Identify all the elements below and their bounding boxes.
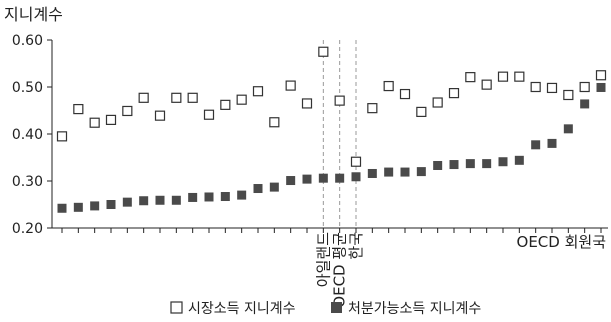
disposable-income-point <box>106 200 116 209</box>
disposable-income-point <box>580 99 590 109</box>
disposable-income-point <box>139 196 149 206</box>
disposable-income-point <box>482 159 492 169</box>
annotation-label: 아일랜드 <box>314 232 332 287</box>
market-income-point <box>514 71 525 82</box>
market-income-point <box>89 117 100 128</box>
market-income-point <box>350 156 362 167</box>
market-income-point <box>203 109 215 120</box>
disposable-income-point <box>220 192 230 202</box>
disposable-income-point <box>302 174 312 184</box>
reference-lines <box>322 40 357 228</box>
market-income-point <box>236 94 247 105</box>
disposable-income-point <box>433 160 443 170</box>
market-income-point <box>399 88 411 100</box>
market-income-point <box>481 79 492 90</box>
disposable-income-point <box>286 176 296 186</box>
market-income-point <box>301 98 313 109</box>
disposable-income-point <box>73 202 83 212</box>
market-income-point <box>73 103 84 115</box>
y-tick-label: 0.40 <box>12 127 43 143</box>
disposable-income-point <box>351 172 361 182</box>
market-income-point <box>138 92 149 103</box>
disposable-income-point <box>449 160 459 170</box>
disposable-income-point <box>416 167 426 177</box>
market-income-point <box>563 89 574 101</box>
x-ticks <box>61 228 602 233</box>
disposable-income-point <box>400 167 410 177</box>
x-axis-title: OECD 회원국 <box>517 233 607 251</box>
legend: 시장소득 지니계수 처분가능소득 지니계수 <box>170 301 481 317</box>
market-income-point <box>465 72 476 83</box>
disposable-income-point <box>563 124 573 134</box>
market-income-point <box>497 71 509 82</box>
disposable-income-point <box>237 190 247 200</box>
market-income-point <box>367 103 378 114</box>
market-income-point <box>432 97 443 108</box>
market-income-point <box>416 106 427 118</box>
market-income-point <box>56 131 68 142</box>
y-axis-title: 지니계수 <box>4 5 63 24</box>
market-income-point <box>269 117 280 128</box>
market-income-point <box>171 92 182 103</box>
data-marks <box>56 46 607 213</box>
disposable-income-point <box>367 168 377 178</box>
market-income-point <box>105 114 117 126</box>
market-income-point <box>334 95 345 106</box>
y-tick-label: 0.50 <box>12 80 43 96</box>
market-income-point <box>546 82 558 94</box>
y-ticks: 0.20 0.30 0.40 0.50 0.60 <box>12 33 52 237</box>
market-income-point <box>187 92 198 103</box>
disposable-income-point <box>335 173 345 183</box>
legend-market-income-label: 시장소득 지니계수 <box>188 301 296 317</box>
annotation-label: 한국 <box>347 232 365 260</box>
disposable-income-point <box>465 159 475 169</box>
market-income-point <box>579 81 590 93</box>
market-income-point <box>318 46 329 57</box>
disposable-income-point <box>253 184 263 194</box>
disposable-income-point <box>155 195 165 205</box>
annotation-label: OECD 평균 <box>331 232 349 308</box>
market-income-point <box>122 105 133 117</box>
market-income-point <box>383 80 394 92</box>
disposable-income-point <box>90 201 100 211</box>
disposable-income-point <box>122 197 132 207</box>
legend-market-income-marker <box>170 301 183 314</box>
disposable-income-point <box>171 195 181 205</box>
market-income-point <box>220 99 231 110</box>
disposable-income-point <box>596 82 606 92</box>
market-income-point <box>154 110 166 121</box>
market-income-point <box>285 80 296 91</box>
market-income-point <box>448 88 460 99</box>
disposable-income-point <box>204 192 214 202</box>
disposable-income-point <box>57 203 67 213</box>
y-tick-label: 0.60 <box>12 33 43 49</box>
disposable-income-point <box>498 157 508 167</box>
disposable-income-point <box>514 155 524 165</box>
y-tick-label: 0.30 <box>12 174 43 190</box>
legend-disposable-income-marker <box>331 302 342 313</box>
market-income-point <box>595 70 607 81</box>
market-income-point <box>530 81 541 93</box>
market-income-point <box>252 86 264 97</box>
disposable-income-point <box>531 140 541 150</box>
legend-disposable-income-label: 처분가능소득 지니계수 <box>348 301 481 317</box>
disposable-income-point <box>269 182 279 192</box>
disposable-income-point <box>318 173 328 183</box>
disposable-income-point <box>547 138 557 148</box>
disposable-income-point <box>384 167 394 177</box>
disposable-income-point <box>188 192 198 202</box>
y-tick-label: 0.20 <box>12 221 43 237</box>
